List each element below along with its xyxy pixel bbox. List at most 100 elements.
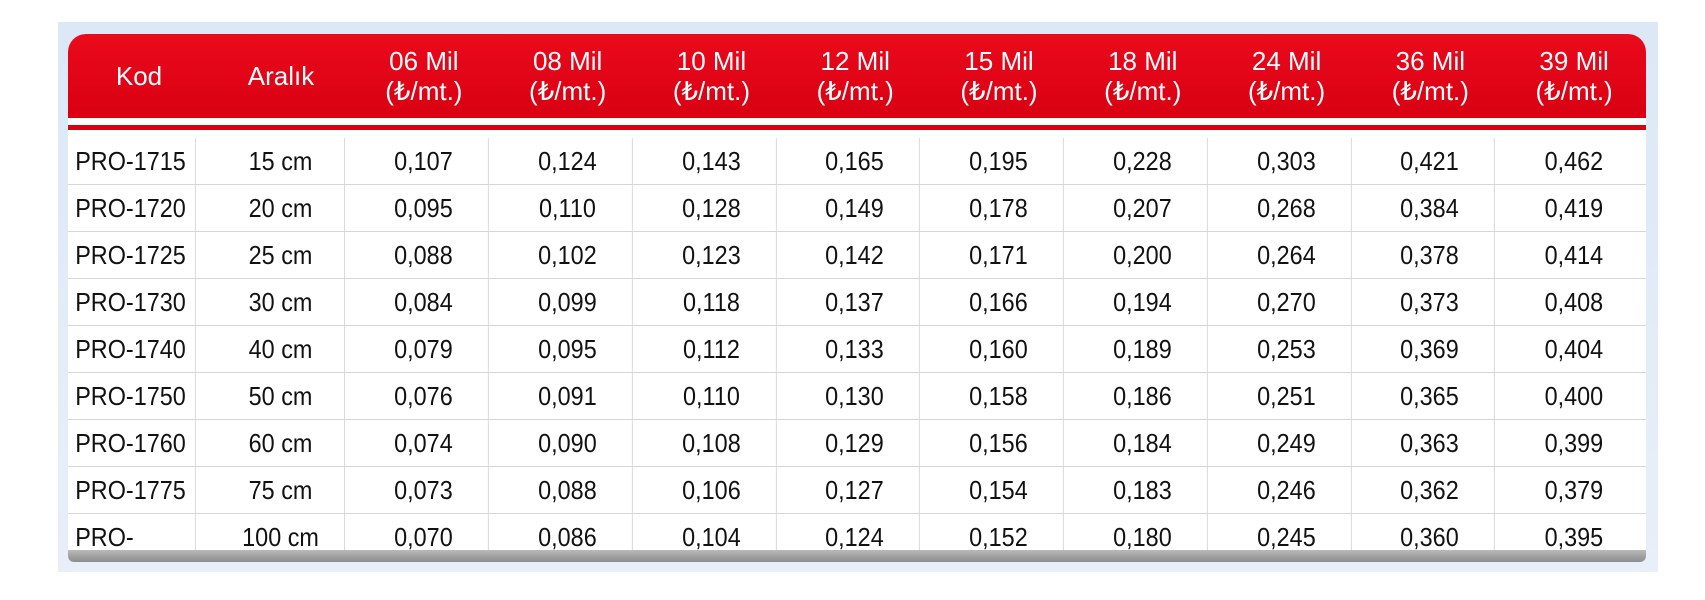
- spacing-cell: 75 cm: [217, 467, 345, 513]
- column-header-title: 12 Mil: [820, 46, 890, 76]
- product-code-cell: PRO-1730: [68, 279, 196, 325]
- table-row: PRO-1760 60 cm 0,074 0,090 0,108 0,129 0,156 0,…: [68, 420, 1646, 467]
- spacing-cell: 60 cm: [217, 420, 345, 466]
- spacing-cell: 20 cm: [217, 185, 345, 231]
- table-header: Kod Aralık 06 Mil (₺/mt.) 08 Mil (₺/mt.) 10 Mi…: [68, 34, 1646, 118]
- price-cell: 0,171: [934, 232, 1064, 278]
- price-cell: 0,365: [1366, 373, 1496, 419]
- price-cell: 0,186: [1078, 373, 1208, 419]
- price-cell: 0,462: [1544, 146, 1604, 176]
- column-header: 15 Mil (₺/mt.): [927, 46, 1071, 106]
- spacing-cell: 25 cm: [217, 232, 345, 278]
- price-cell: 0,143: [647, 138, 777, 184]
- price-cell: 0,088: [503, 467, 633, 513]
- price-cell: 0,245: [1222, 514, 1352, 560]
- price-cell: 0,369: [1366, 326, 1496, 372]
- price-cell: 0,104: [647, 514, 777, 560]
- product-code-cell: PRO-1760: [68, 420, 196, 466]
- price-cell: 0,399: [1544, 428, 1604, 458]
- price-cell: 0,379: [1544, 475, 1604, 505]
- column-header: 06 Mil (₺/mt.): [352, 46, 496, 106]
- table-row: PRO-1740 40 cm 0,079 0,095 0,112 0,133 0,160 0,…: [68, 326, 1646, 373]
- price-cell: 0,128: [647, 185, 777, 231]
- price-cell: 0,184: [1078, 420, 1208, 466]
- product-code-cell: PRO-1750: [68, 373, 196, 419]
- price-cell: 0,165: [791, 138, 920, 184]
- price-cell: 0,112: [647, 326, 777, 372]
- column-header-title: 24 Mil: [1251, 46, 1322, 76]
- price-cell: 0,076: [359, 373, 489, 419]
- column-header-title: Kod: [115, 61, 163, 91]
- table-footer-bar: [68, 550, 1646, 562]
- price-cell: 0,110: [503, 185, 633, 231]
- price-cell: 0,253: [1222, 326, 1352, 372]
- column-header: 10 Mil (₺/mt.): [640, 46, 784, 106]
- price-cell: 0,110: [647, 373, 777, 419]
- price-cell: 0,264: [1222, 232, 1352, 278]
- price-cell: 0,137: [791, 279, 920, 325]
- spacing-cell: 100 cm: [217, 514, 345, 560]
- price-cell: 0,166: [934, 279, 1064, 325]
- column-header-unit: (₺/mt.): [672, 76, 751, 106]
- price-cell: 0,106: [647, 467, 777, 513]
- header-divider: [68, 118, 1646, 125]
- price-cell: 0,207: [1078, 185, 1208, 231]
- price-cell: 0,070: [359, 514, 489, 560]
- price-cell: 0,118: [647, 279, 777, 325]
- price-cell: 0,400: [1544, 381, 1604, 411]
- table-row: PRO-17100 100 cm 0,070 0,086 0,104 0,124 0,152…: [68, 514, 1646, 560]
- price-cell: 0,360: [1366, 514, 1496, 560]
- column-header-unit: (₺/mt.): [960, 76, 1038, 106]
- price-cell: 0,303: [1222, 138, 1352, 184]
- column-header-unit: (₺/mt.): [1535, 76, 1613, 106]
- column-header-unit: (₺/mt.): [529, 76, 607, 106]
- price-cell: 0,129: [791, 420, 920, 466]
- column-header: 18 Mil (₺/mt.): [1071, 46, 1215, 106]
- spacing-cell: 15 cm: [217, 138, 345, 184]
- column-header: Kod: [68, 61, 210, 91]
- column-header-unit: (₺/mt.): [816, 76, 894, 106]
- price-cell: 0,154: [934, 467, 1064, 513]
- price-cell: 0,404: [1544, 334, 1604, 364]
- column-header-title: 39 Mil: [1539, 46, 1609, 76]
- column-header-title: Aralık: [247, 61, 315, 91]
- table-row: PRO-1775 75 cm 0,073 0,088 0,106 0,127 0,154 0,…: [68, 467, 1646, 514]
- column-header: 12 Mil (₺/mt.): [783, 46, 927, 106]
- product-code-cell: PRO-17100: [68, 514, 196, 560]
- spacing-cell: 40 cm: [217, 326, 345, 372]
- price-cell: 0,251: [1222, 373, 1352, 419]
- price-cell: 0,183: [1078, 467, 1208, 513]
- column-header-unit: (₺/mt.): [1247, 76, 1326, 106]
- column-header: Aralık: [210, 61, 352, 91]
- price-cell: 0,373: [1366, 279, 1496, 325]
- price-cell: 0,099: [503, 279, 633, 325]
- column-header: 36 Mil (₺/mt.): [1358, 46, 1502, 106]
- price-cell: 0,088: [359, 232, 489, 278]
- price-cell: 0,152: [934, 514, 1064, 560]
- column-header: 24 Mil (₺/mt.): [1215, 46, 1359, 106]
- price-cell: 0,102: [503, 232, 633, 278]
- price-cell: 0,270: [1222, 279, 1352, 325]
- spacing-cell: 50 cm: [217, 373, 345, 419]
- product-code-cell: PRO-1725: [68, 232, 196, 278]
- column-header-title: 36 Mil: [1395, 46, 1465, 76]
- price-cell: 0,395: [1544, 522, 1604, 552]
- price-cell: 0,195: [934, 138, 1064, 184]
- price-cell: 0,074: [359, 420, 489, 466]
- price-cell: 0,149: [791, 185, 920, 231]
- table-row: PRO-1750 50 cm 0,076 0,091 0,110 0,130 0,158 0,…: [68, 373, 1646, 420]
- price-cell: 0,084: [359, 279, 489, 325]
- product-code-cell: PRO-1740: [68, 326, 196, 372]
- column-header-title: 06 Mil: [389, 46, 459, 76]
- price-cell: 0,384: [1366, 185, 1496, 231]
- price-cell: 0,189: [1078, 326, 1208, 372]
- price-cell: 0,362: [1366, 467, 1496, 513]
- price-cell: 0,178: [934, 185, 1064, 231]
- price-cell: 0,091: [503, 373, 633, 419]
- column-header-unit: (₺/mt.): [1391, 76, 1469, 106]
- column-header-title: 15 Mil: [964, 46, 1034, 76]
- price-cell: 0,378: [1366, 232, 1496, 278]
- table-row: PRO-1725 25 cm 0,088 0,102 0,123 0,142 0,171 0,…: [68, 232, 1646, 279]
- price-cell: 0,180: [1078, 514, 1208, 560]
- price-cell: 0,268: [1222, 185, 1352, 231]
